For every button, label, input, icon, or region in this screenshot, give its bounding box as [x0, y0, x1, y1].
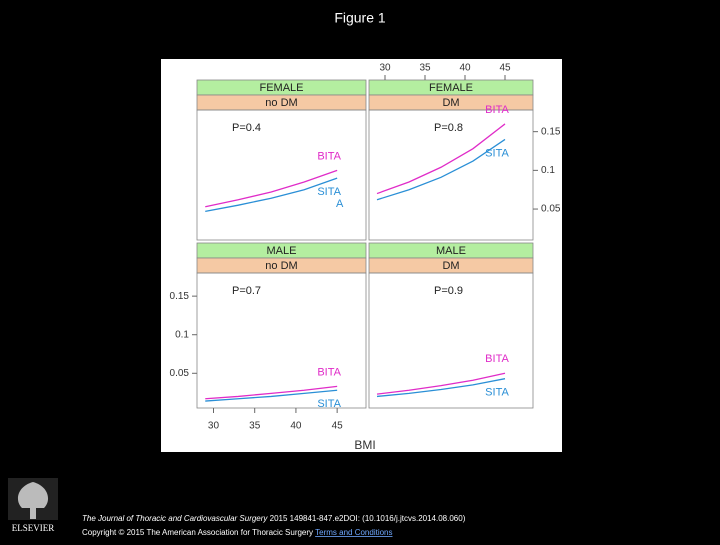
strip-label: FEMALE: [259, 82, 303, 94]
series-label: BITA: [317, 150, 341, 162]
strip-label: MALE: [267, 245, 297, 257]
series-label: SITA: [485, 147, 509, 159]
x-tick-label: 30: [379, 63, 391, 74]
strip-label: no DM: [265, 260, 297, 272]
logo-tree: [17, 482, 49, 519]
y-tick-label: 0.15: [541, 126, 561, 137]
logo-text: ELSEVIER: [12, 523, 55, 533]
x-tick-label: 45: [332, 421, 344, 432]
y-tick-label: 0.1: [541, 165, 555, 176]
y-tick-label: 0.05: [170, 368, 190, 379]
series-line: [205, 169, 338, 208]
copyright: Copyright © 2015 The American Associatio…: [82, 528, 393, 537]
y-tick-label: 0.05: [541, 204, 561, 215]
citation-text: 2015 149841-847.e2DOI: (10.1016/j.jtcvs.…: [270, 514, 466, 523]
panel-frame: [368, 272, 534, 409]
x-tick-label: 35: [249, 421, 261, 432]
y-tick-label: 0.1: [175, 329, 189, 340]
series-line: [205, 177, 338, 213]
series-line: [205, 389, 338, 402]
series-line: [376, 378, 506, 398]
strip-label: DM: [442, 260, 459, 272]
series-label: BITA: [485, 104, 509, 116]
logo: ELSEVIER: [8, 478, 58, 533]
copyright-text: Copyright © 2015 The American Associatio…: [82, 528, 313, 537]
panel-annotation: P=0.8: [434, 122, 463, 134]
strip-label: DM: [442, 97, 459, 109]
panel-annotation: P=0.4: [232, 122, 261, 134]
panel-annotation: P=0.9: [434, 285, 463, 297]
x-axis-label: BMI: [354, 438, 375, 452]
series-label: SITA: [317, 398, 341, 410]
series-label: BITA: [485, 353, 509, 365]
panel-frame: [196, 109, 367, 241]
x-tick-label: 40: [290, 421, 302, 432]
panel-note: A: [336, 198, 344, 210]
x-tick-label: 30: [208, 421, 220, 432]
citation: The Journal of Thoracic and Cardiovascul…: [82, 514, 466, 523]
x-tick-label: 45: [499, 63, 511, 74]
series-line: [376, 372, 506, 395]
strip-label: MALE: [436, 245, 466, 257]
slide-title: Figure 1: [334, 10, 386, 26]
series-label: SITA: [317, 186, 341, 198]
terms-link[interactable]: Terms and Conditions: [315, 528, 392, 537]
series-line: [376, 138, 506, 201]
series-label: BITA: [317, 366, 341, 378]
x-tick-label: 35: [419, 63, 431, 74]
panel-annotation: P=0.7: [232, 285, 261, 297]
journal: The Journal of Thoracic and Cardiovascul…: [82, 514, 268, 523]
panel-frame: [196, 272, 367, 409]
series-line: [376, 123, 506, 195]
strip-label: FEMALE: [429, 82, 473, 94]
series-label: SITA: [485, 387, 509, 399]
strip-label: no DM: [265, 97, 297, 109]
series-line: [205, 385, 338, 400]
x-tick-label: 40: [459, 63, 471, 74]
y-tick-label: 0.15: [170, 291, 190, 302]
panel-frame: [368, 109, 534, 241]
